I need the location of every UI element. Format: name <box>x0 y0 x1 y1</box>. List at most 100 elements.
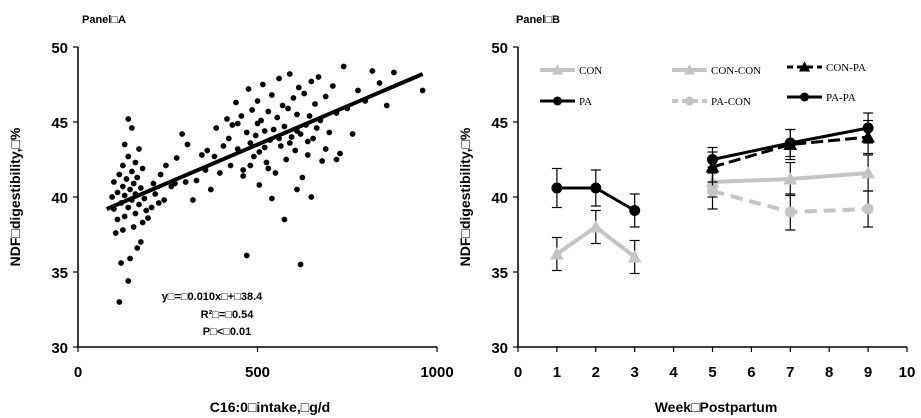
scatter-point <box>128 168 135 175</box>
panel-a-y-axis-title: NDF□digestibility,□% <box>7 127 23 266</box>
legend-label-pa: PA <box>579 96 592 108</box>
scatter-point <box>333 156 340 163</box>
series-con <box>550 209 642 275</box>
scatter-point <box>313 125 320 131</box>
scatter-point <box>297 261 304 268</box>
scatter-point <box>254 98 261 104</box>
scatter-point <box>137 239 144 245</box>
scatter-point <box>243 252 250 259</box>
scatter-point <box>121 141 128 148</box>
panel-b-x-tick-label: 9 <box>864 364 872 381</box>
panel-b-x-axis-title: Week□Postpartum <box>655 399 778 415</box>
scatter-point <box>136 146 142 152</box>
scatter-point <box>224 116 230 122</box>
scatter-point <box>240 167 247 173</box>
panel-a-x-axis-title: C16:0□intake,□g/d <box>210 399 330 415</box>
scatter-point <box>337 150 343 157</box>
scatter-point <box>268 92 275 98</box>
panel-a-x-tick-label: 0 <box>74 364 82 381</box>
scatter-point <box>310 135 317 142</box>
scatter-point <box>376 80 383 86</box>
scatter-point <box>308 194 315 200</box>
panel-a-x-tick-label: 1000 <box>420 364 453 381</box>
scatter-point <box>184 141 191 148</box>
scatter-point <box>261 144 268 151</box>
panel-a-y-tick-label: 50 <box>51 40 68 57</box>
series-pa-con <box>707 172 874 231</box>
data-point-con <box>627 250 642 263</box>
scatter-point <box>225 135 232 142</box>
panel-b-x-tick-label: 4 <box>669 364 678 381</box>
legend-marker-con-con <box>683 64 696 75</box>
scatter-point <box>254 120 261 127</box>
scatter-point <box>130 224 137 230</box>
scatter-point <box>252 132 259 139</box>
series-pa <box>551 167 641 228</box>
trendline <box>105 72 424 211</box>
scatter-point <box>125 116 132 122</box>
scatter-point <box>259 81 266 88</box>
scatter-point <box>128 125 135 131</box>
data-point-pa-pa <box>862 122 874 134</box>
scatter-point <box>141 195 148 202</box>
scatter-point <box>349 131 356 137</box>
scatter-point <box>294 111 300 118</box>
panel-a-x-tick-label: 500 <box>245 364 270 381</box>
data-point-con <box>588 220 603 233</box>
scatter-point <box>288 134 295 140</box>
scatter-point <box>155 200 162 206</box>
scatter-point <box>116 171 123 178</box>
data-point-pa-con <box>784 206 796 218</box>
panel-a-p-value: P□<□0.01 <box>203 326 251 338</box>
scatter-point <box>265 108 272 115</box>
panel-b-y-tick-label: 30 <box>491 340 508 357</box>
data-point-con-con <box>783 172 798 185</box>
scatter-point <box>125 204 132 211</box>
scatter-point <box>227 162 234 169</box>
scatter-point <box>295 84 302 91</box>
panel-a-label: Panel□A <box>82 14 126 26</box>
scatter-point <box>139 219 146 226</box>
scatter-point <box>127 186 133 193</box>
legend-marker-con-pa <box>798 61 811 72</box>
scatter-point <box>123 176 130 182</box>
scatter-point <box>247 162 254 169</box>
scatter-point <box>383 102 390 109</box>
scatter-point <box>256 182 263 188</box>
legend-label-con-con: CON-CON <box>711 65 761 77</box>
legend-marker-pa-con <box>685 96 694 106</box>
scatter-point <box>189 197 196 203</box>
panel-b-x-tick-label: 8 <box>825 364 833 381</box>
scatter-point <box>119 162 126 169</box>
scatter-point <box>247 140 254 146</box>
scatter-point <box>132 159 139 166</box>
scatter-point <box>125 278 132 284</box>
data-point-pa-pa <box>784 137 796 149</box>
panel-b-y-tick-label: 50 <box>491 40 508 57</box>
scatter-point <box>265 165 272 172</box>
scatter-point <box>179 131 186 137</box>
scatter-point <box>182 179 189 185</box>
data-point-con-con <box>861 166 875 179</box>
scatter-point <box>132 210 139 217</box>
scatter-point <box>308 78 315 85</box>
data-point-pa-pa <box>707 154 718 165</box>
scatter-point <box>283 156 290 163</box>
scatter-point <box>240 173 247 179</box>
scatter-point <box>161 197 168 203</box>
scatter-point <box>229 122 236 128</box>
panel-b-y-tick-label: 45 <box>491 115 508 132</box>
scatter-point <box>322 146 329 152</box>
scatter-point <box>145 215 151 221</box>
legend-marker-pa-pa <box>800 92 809 102</box>
scatter-point <box>143 207 150 214</box>
scatter-point <box>292 147 299 154</box>
scatter-point <box>263 159 270 166</box>
scatter-point <box>251 153 257 160</box>
scatter-point <box>391 69 397 76</box>
panel-b-x-tick-label: 2 <box>592 364 600 381</box>
scatter-point <box>114 216 121 223</box>
scatter-point <box>322 93 329 100</box>
